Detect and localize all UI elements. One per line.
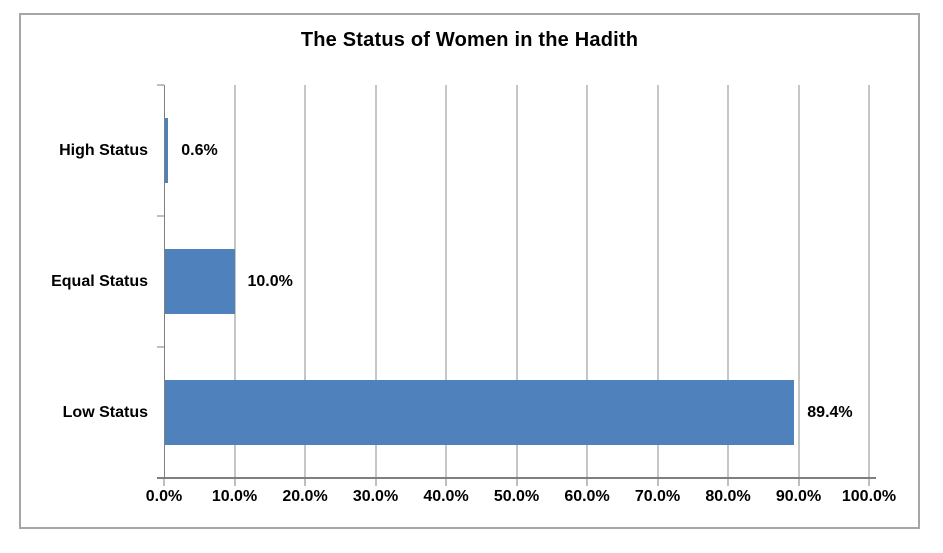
x-axis-tick-label: 40.0%	[423, 488, 469, 505]
x-axis-tick-label: 20.0%	[282, 488, 328, 505]
category-label: Low Status	[62, 403, 148, 421]
y-axis-tick	[157, 346, 164, 348]
x-axis-tick-label: 60.0%	[564, 488, 610, 505]
x-axis-tick	[304, 478, 306, 486]
y-axis-tick	[157, 84, 164, 86]
bar-band: 10.0%	[164, 216, 869, 347]
bar-value-label: 89.4%	[807, 403, 853, 421]
gridline	[304, 85, 306, 478]
bar-value-label: 10.0%	[247, 272, 293, 290]
x-axis-tick	[516, 478, 517, 486]
gridline	[234, 85, 235, 478]
x-axis-tick-label: 30.0%	[352, 488, 399, 505]
x-axis-tick	[727, 478, 729, 486]
x-axis-tick-label: 90.0%	[775, 488, 822, 505]
x-axis-tick	[375, 478, 376, 486]
bar-band: 0.6%	[164, 85, 869, 216]
x-axis-tick-labels: 0.0% 10.0% 20.0% 30.0% 40.0% 50.0% 60.0% 70.0% 8…	[146, 488, 896, 510]
gridline	[375, 85, 376, 478]
x-axis-tick	[586, 478, 588, 486]
plot-area: 0.6% 10.0% 89.4%	[157, 84, 876, 486]
gridline	[657, 85, 658, 478]
x-axis-tick-label: 80.0%	[705, 488, 751, 505]
y-axis-category-labels: High Status Equal Status Low Status	[25, 85, 148, 478]
bars-group: 0.6% 10.0% 89.4%	[164, 85, 869, 478]
x-axis-tick-label: 70.0%	[634, 488, 681, 505]
chart-title: The Status of Women in the Hadith	[300, 29, 639, 51]
x-axis-tick	[163, 478, 165, 486]
bar	[164, 248, 235, 315]
x-axis-tick-label: 100.0%	[841, 488, 897, 505]
x-axis-tick	[798, 478, 799, 486]
x-axis-tick-label: 0.0%	[145, 488, 183, 505]
gridline	[586, 85, 588, 478]
bar	[164, 379, 795, 446]
bar-band: 89.4%	[164, 347, 869, 478]
gridline	[516, 85, 517, 478]
gridline	[445, 85, 447, 478]
y-axis-tick	[157, 477, 164, 479]
gridline	[868, 85, 870, 478]
gridline	[798, 85, 799, 478]
x-axis-tick	[445, 478, 447, 486]
x-axis-tick	[234, 478, 235, 486]
x-axis-tick	[868, 478, 870, 486]
x-axis-tick-label: 50.0%	[493, 488, 540, 505]
x-axis-tick	[657, 478, 658, 486]
bar	[164, 117, 169, 184]
x-axis-tick-label: 10.0%	[211, 488, 258, 505]
category-label: Equal Status	[51, 272, 148, 290]
category-label: High Status	[59, 141, 148, 159]
gridline	[727, 85, 729, 478]
y-axis-line	[164, 85, 165, 478]
y-axis-tick	[157, 215, 164, 217]
bar-value-label: 0.6%	[181, 141, 218, 159]
